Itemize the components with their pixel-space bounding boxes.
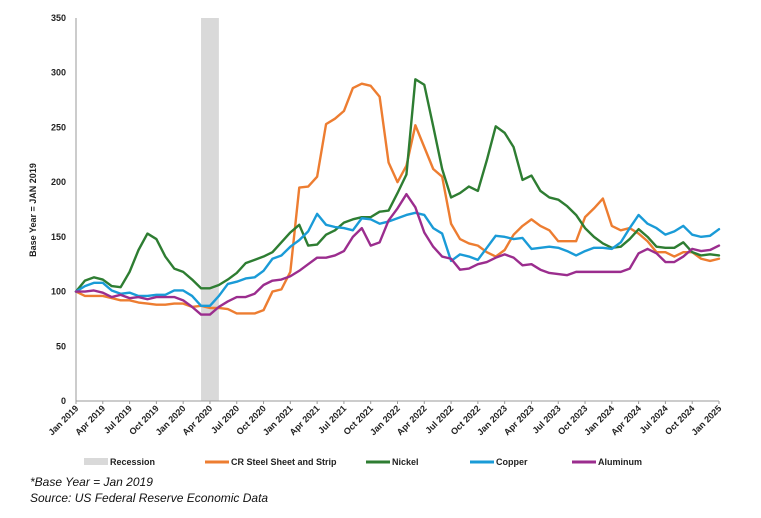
legend-label-nickel: Nickel — [392, 457, 419, 467]
source-note: Source: US Federal Reserve Economic Data — [30, 491, 269, 505]
base-year-note: *Base Year = Jan 2019 — [30, 475, 153, 489]
y-tick-label: 250 — [51, 122, 66, 132]
legend: Recession CR Steel Sheet and Strip Nickel C… — [84, 457, 642, 467]
series-lines — [74, 78, 721, 316]
legend-label-recession: Recession — [110, 457, 155, 467]
recession-band — [201, 18, 219, 401]
legend-label-aluminum: Aluminum — [598, 457, 642, 467]
y-tick-label: 50 — [56, 341, 66, 351]
y-tick-label: 350 — [51, 13, 66, 23]
series-line-cr-steel-sheet-and-strip — [74, 82, 721, 315]
series-line-copper — [74, 211, 721, 307]
legend-label-cr-steel-sheet-and-strip: CR Steel Sheet and Strip — [231, 457, 337, 467]
legend-label-copper: Copper — [496, 457, 528, 467]
y-tick-label: 200 — [51, 177, 66, 187]
recession-band-layer — [201, 18, 219, 401]
series-line-aluminum — [74, 192, 721, 316]
y-tick-label: 0 — [61, 396, 66, 406]
y-tick-label: 150 — [51, 232, 66, 242]
legend-swatch-recession — [84, 458, 108, 465]
series-line-nickel — [74, 78, 721, 293]
y-tick-label: 300 — [51, 68, 66, 78]
y-axis-title: Base Year = JAN 2019 — [28, 163, 38, 257]
y-tick-label: 100 — [51, 287, 66, 297]
